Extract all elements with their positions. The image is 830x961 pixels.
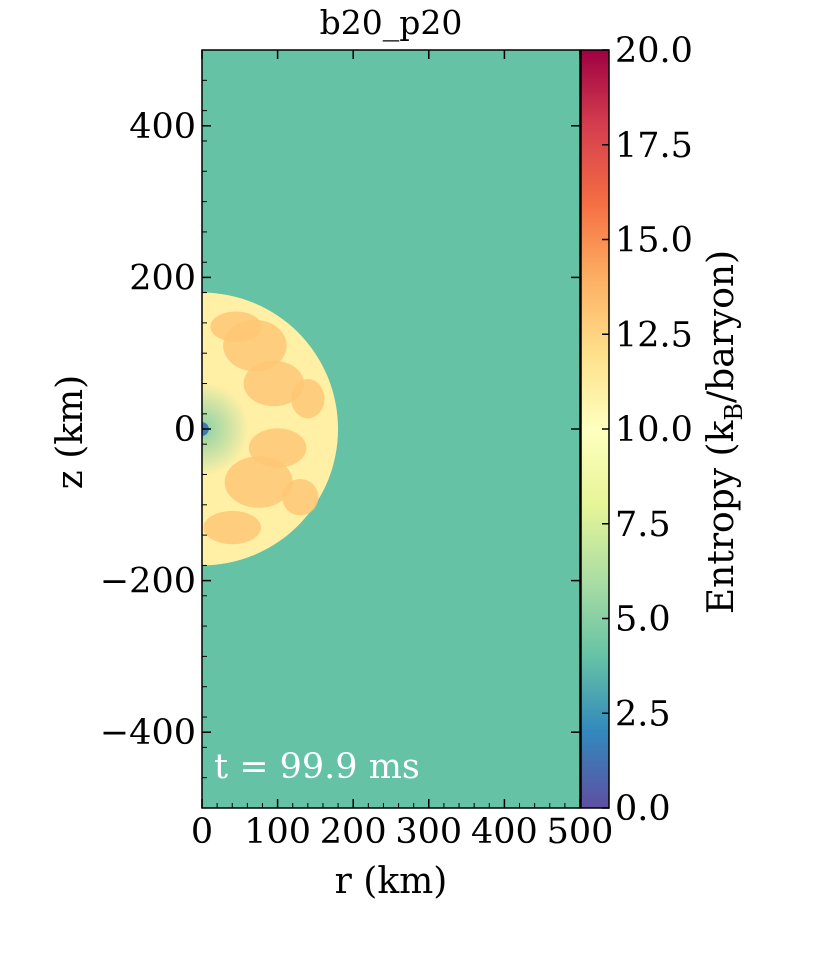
colorbar-tick-label: 7.5 xyxy=(615,505,671,545)
y-tick-label: 400 xyxy=(129,107,196,147)
colorbar-title-subscript: B xyxy=(720,403,748,421)
plot-area xyxy=(202,50,580,808)
colorbar-title-end: /baryon) xyxy=(701,250,742,403)
y-tick-label: −200 xyxy=(100,562,196,602)
colorbar-tick-label: 15.0 xyxy=(615,221,693,261)
hot-plume xyxy=(210,311,262,342)
plot-title: b20_p20 xyxy=(320,3,463,43)
x-axis-title: r (km) xyxy=(335,861,448,902)
x-tick-label: 0 xyxy=(191,812,213,852)
shocked-region xyxy=(202,292,339,566)
x-tick-label: 500 xyxy=(547,812,614,852)
x-tick-label: 100 xyxy=(244,812,311,852)
colorbar-title-main: Entropy (k xyxy=(701,419,742,614)
colorbar-tick-label: 10.0 xyxy=(615,410,693,450)
colorbar-tick-label: 17.5 xyxy=(615,126,693,166)
x-tick-label: 400 xyxy=(471,812,538,852)
y-tick-label: 0 xyxy=(174,410,196,450)
time-annotation: t = 99.9 ms xyxy=(214,747,420,787)
hot-plume xyxy=(243,360,305,407)
hot-plume xyxy=(282,479,319,516)
colorbar-title: Entropy (kB/baryon) xyxy=(701,250,748,614)
cool-core xyxy=(202,382,249,476)
hot-plume xyxy=(291,378,325,419)
colorbar-tick-label: 5.0 xyxy=(615,600,671,640)
x-tick-label: 300 xyxy=(395,812,462,852)
colorbar-tick-label: 2.5 xyxy=(615,694,671,734)
x-tick-label: 200 xyxy=(320,812,387,852)
colorbar-tick-label: 20.0 xyxy=(615,31,693,71)
colorbar-tick-label: 12.5 xyxy=(615,315,693,355)
colorbar-tick-label: 0.0 xyxy=(615,789,671,829)
y-axis-title: z (km) xyxy=(50,375,91,489)
y-tick-label: −400 xyxy=(100,713,196,753)
hot-plume xyxy=(203,510,261,545)
hot-plume xyxy=(224,456,293,508)
colorbar-ticks: 0.0 2.5 5.0 7.5 10.0 12.5 15.0 17.5 20.0 xyxy=(602,31,693,829)
y-tick-label: 200 xyxy=(129,258,196,298)
hot-plume xyxy=(248,428,307,468)
